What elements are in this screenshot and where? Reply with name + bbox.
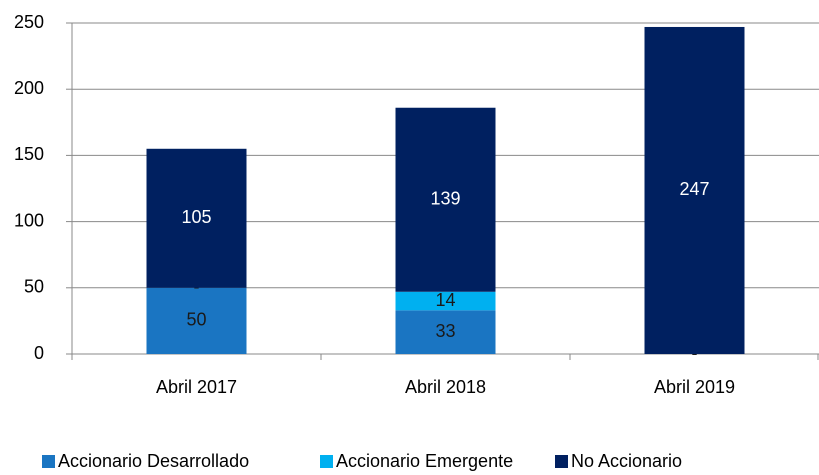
data-label: 139	[430, 189, 460, 209]
legend-label: Accionario Desarrollado	[58, 451, 250, 471]
y-tick-label: 50	[24, 277, 44, 297]
legend-item: Accionario Desarrollado	[42, 451, 249, 472]
legend-swatch	[555, 455, 568, 468]
legend-item: No Accionario	[555, 451, 682, 472]
bar-segment	[146, 148, 247, 288]
legend-label: Accionario Emergente	[336, 451, 514, 471]
bar-segment	[395, 291, 496, 311]
bar-segment	[395, 107, 496, 292]
x-tick-label: Abril 2018	[404, 377, 487, 397]
y-tick-label: 150	[14, 144, 44, 164]
legend: Accionario Desarrollado Accionario Emerge…	[0, 451, 819, 475]
data-label: 33	[435, 321, 455, 341]
data-label: 247	[679, 179, 709, 199]
y-tick-label: 0	[34, 343, 44, 363]
y-tick-label: 200	[14, 78, 44, 98]
legend-swatch	[320, 455, 333, 468]
data-label: 50	[186, 310, 206, 330]
x-tick-label: Abril 2019	[653, 377, 736, 397]
x-tick-label: Abril 2017	[155, 377, 238, 397]
bar-segment	[395, 310, 496, 354]
legend-swatch	[42, 455, 55, 468]
bar-segment	[146, 287, 247, 354]
bar-segment	[644, 26, 745, 355]
data-label: 105	[181, 207, 211, 227]
legend-label: No Accionario	[571, 451, 683, 471]
data-label: 14	[435, 290, 455, 310]
y-tick-label: 100	[14, 210, 44, 230]
y-tick-label: 250	[14, 12, 44, 32]
legend-item: Accionario Emergente	[320, 451, 513, 472]
